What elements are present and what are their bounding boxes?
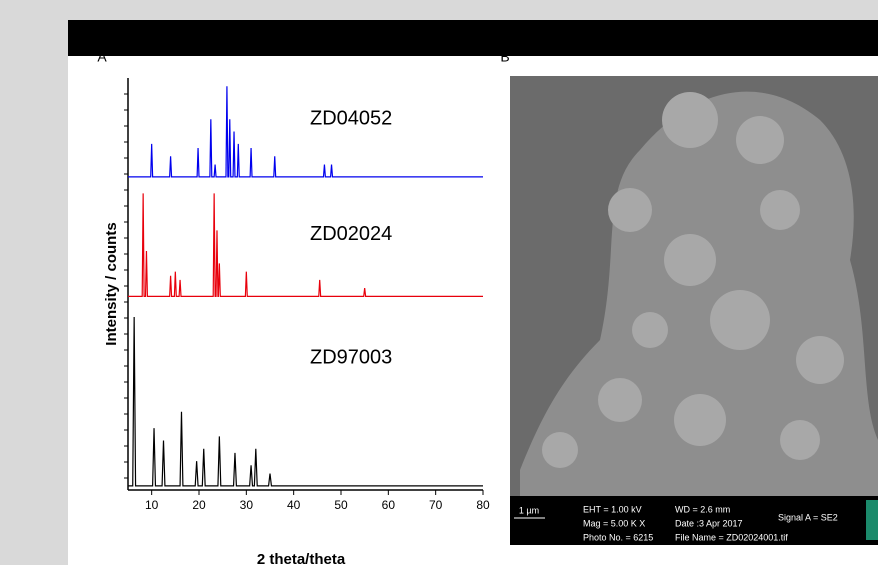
- sem-text: File Name = ZD02024001.tif: [675, 532, 788, 542]
- y-axis-title: Intensity / counts: [103, 222, 120, 345]
- series-label: ZD02024: [310, 223, 392, 245]
- sem-text: Photo No. = 6215: [583, 532, 653, 542]
- figure: A B 1 µm EHT = 1.00 kV Mag = 5.00 K X Ph…: [0, 0, 878, 565]
- x-tick-label: 60: [382, 498, 396, 512]
- x-tick-label: 20: [192, 498, 206, 512]
- scale-label: 1 µm: [519, 505, 539, 515]
- x-tick-label: 10: [145, 498, 159, 512]
- x-tick-label: 50: [334, 498, 348, 512]
- series-label: ZD97003: [310, 346, 392, 368]
- sem-text: Signal A = SE2: [778, 512, 838, 522]
- sem-text: EHT = 1.00 kV: [583, 504, 642, 514]
- series-label: ZD04052: [310, 107, 392, 129]
- sem-text: Date :3 Apr 2017: [675, 518, 743, 528]
- x-tick-label: 40: [287, 498, 301, 512]
- top-bar: [68, 20, 878, 56]
- logo: [866, 500, 878, 540]
- x-axis-title: 2 theta/theta: [257, 551, 346, 565]
- sem-text: WD = 2.6 mm: [675, 504, 730, 514]
- panel-label: A: [97, 49, 107, 65]
- panel-label: B: [500, 49, 509, 65]
- x-tick-label: 80: [476, 498, 490, 512]
- sem-image: 1 µm EHT = 1.00 kV Mag = 5.00 K X Photo …: [510, 76, 878, 545]
- x-tick-label: 70: [429, 498, 443, 512]
- x-tick-label: 30: [240, 498, 254, 512]
- sem-text: Mag = 5.00 K X: [583, 518, 645, 528]
